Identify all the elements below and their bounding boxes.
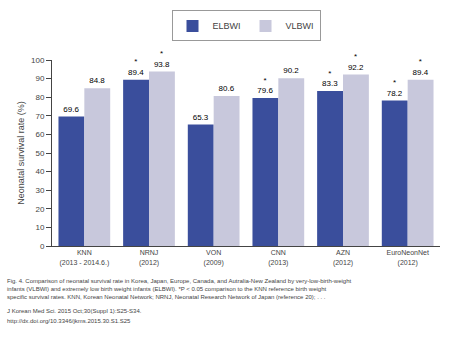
svg-text:50: 50 bbox=[35, 149, 44, 158]
svg-text:*79.6: *79.6 bbox=[257, 76, 273, 95]
svg-text:EuroNeonNet(2012): EuroNeonNet(2012) bbox=[386, 249, 428, 266]
svg-text:*93.8: *93.8 bbox=[154, 49, 170, 68]
svg-text:80: 80 bbox=[35, 93, 44, 102]
svg-text:Neonatal survival rate (%): Neonatal survival rate (%) bbox=[16, 101, 26, 205]
svg-text:84.8: 84.8 bbox=[89, 76, 105, 85]
svg-text:NRNJ(2012): NRNJ(2012) bbox=[139, 249, 159, 266]
svg-text:70: 70 bbox=[35, 112, 44, 121]
svg-text:*89.4: *89.4 bbox=[128, 57, 144, 76]
svg-text:*78.2: *78.2 bbox=[387, 78, 403, 97]
svg-text:90: 90 bbox=[35, 74, 44, 83]
svg-text:0: 0 bbox=[40, 242, 45, 251]
svg-text:20: 20 bbox=[35, 205, 44, 214]
svg-text:J Korean Med Sci. 2015 Oct;30(: J Korean Med Sci. 2015 Oct;30(Suppl 1):S… bbox=[7, 308, 142, 314]
svg-text:100: 100 bbox=[31, 56, 45, 65]
svg-text:69.6: 69.6 bbox=[63, 105, 79, 114]
svg-text:AZN(2012): AZN(2012) bbox=[333, 249, 353, 266]
svg-text:VLBWI: VLBWI bbox=[286, 21, 314, 31]
svg-text:*83.3: *83.3 bbox=[322, 69, 338, 88]
svg-text:60: 60 bbox=[35, 130, 44, 139]
svg-text:90.2: 90.2 bbox=[283, 66, 299, 75]
svg-text:KNN(2013 - 2014.6.): KNN(2013 - 2014.6.) bbox=[59, 249, 109, 266]
svg-text:65.3: 65.3 bbox=[193, 113, 209, 122]
svg-text:Fig. 4. Comparison of neonatal: Fig. 4. Comparison of neonatal survival … bbox=[7, 278, 352, 300]
svg-text:40: 40 bbox=[35, 167, 44, 176]
svg-text:*89.4: *89.4 bbox=[413, 57, 429, 76]
svg-text:ELBWI: ELBWI bbox=[213, 21, 241, 31]
svg-text:10: 10 bbox=[35, 223, 44, 232]
svg-text:30: 30 bbox=[35, 186, 44, 195]
svg-text:*92.2: *92.2 bbox=[348, 52, 364, 71]
svg-text:CNN(2013): CNN(2013) bbox=[268, 249, 288, 266]
svg-text:http://dx.doi.org/10.3346/jkms: http://dx.doi.org/10.3346/jkms.2015.30.S… bbox=[7, 318, 131, 324]
svg-text:80.6: 80.6 bbox=[219, 84, 235, 93]
svg-text:VON(2009): VON(2009) bbox=[204, 249, 224, 266]
